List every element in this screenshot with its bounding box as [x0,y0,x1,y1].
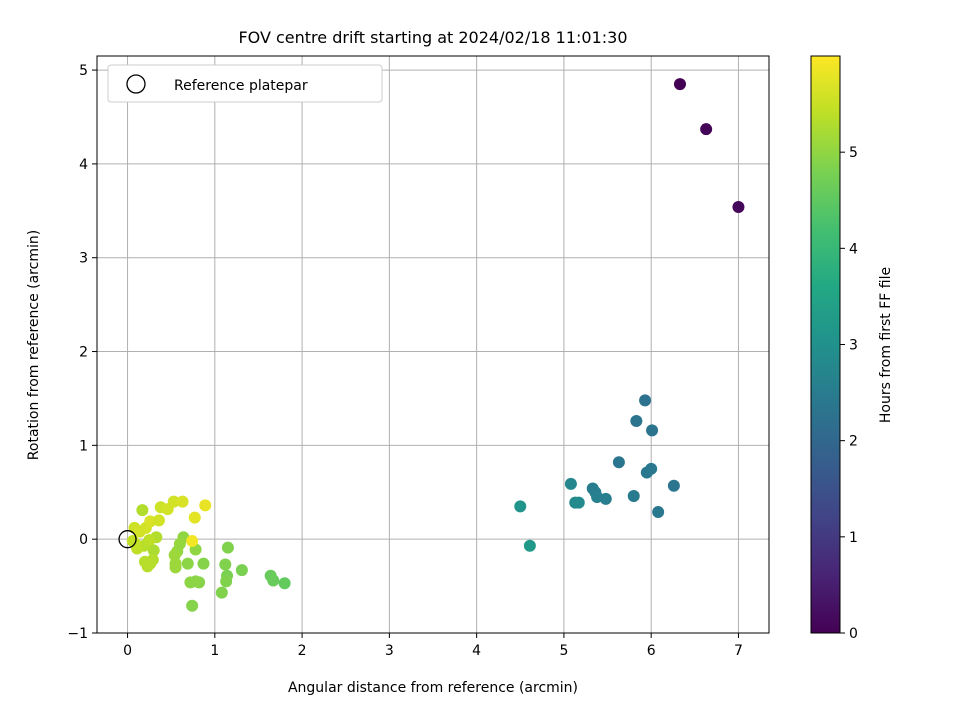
y-tick-label: 1 [79,438,88,454]
data-point [220,575,233,588]
reference-platepar-marker [118,530,137,549]
data-point [572,496,585,509]
colorbar-label: Hours from first FF file [878,267,894,423]
y-tick-label: 3 [79,251,88,267]
data-point [639,394,652,407]
data-point [186,535,199,548]
legend-box [107,64,383,103]
x-axis-label: Angular distance from reference (arcmin) [288,680,578,696]
grid [97,56,769,634]
data-point [627,490,640,503]
legend-marker-reference [126,74,146,94]
data-point [215,586,228,599]
y-tick-label: 2 [79,345,88,361]
data-point [167,495,180,508]
data-point [186,599,199,612]
data-point [523,539,536,552]
axis-ticks: 0 1 2 3 4 5 6 7 −1 0 1 2 3 4 5 [67,63,743,659]
data-point [147,544,160,557]
data-point [640,466,653,479]
legend: Reference platepar [107,64,383,103]
data-point [673,78,686,91]
data-point [199,499,212,512]
data-point [169,561,182,574]
data-point [176,495,189,508]
y-tick-label: 4 [79,157,88,173]
x-tick-label: 0 [123,643,132,659]
chart-title: FOV centre drift starting at 2024/02/18 … [238,28,627,47]
data-point [219,558,232,571]
data-point [278,577,291,590]
data-point [184,576,197,589]
data-point [732,201,745,214]
data-point [599,492,612,505]
data-point [143,534,156,547]
data-point [264,569,277,582]
x-tick-label: 4 [472,643,481,659]
colorbar-tick-label: 0 [849,626,858,642]
y-tick-label: 5 [79,63,88,79]
y-tick-label: −1 [67,626,88,642]
colorbar-ticks: 0 1 2 3 4 5 [840,145,858,642]
data-point [139,555,151,568]
data-point [514,500,527,513]
data-point [652,505,665,518]
x-tick-label: 3 [385,643,394,659]
data-point [181,557,194,570]
colorbar-tick-label: 3 [849,338,858,354]
colorbar-tick-label: 2 [849,434,858,450]
colorbar-tick-label: 5 [849,145,858,161]
plot-frame [96,55,770,634]
data-point [235,564,248,577]
data-point [564,477,577,490]
data-point [136,504,149,517]
x-tick-label: 7 [734,643,743,659]
data-points [118,78,745,612]
y-axis-label: Rotation from reference (arcmin) [26,230,42,460]
x-tick-label: 2 [298,643,307,659]
data-point [667,479,680,492]
x-tick-label: 6 [647,643,656,659]
colorbar-gradient [810,55,841,634]
legend-entry-reference: Reference platepar [174,78,308,94]
data-point [646,424,659,437]
data-point [144,515,157,528]
data-point [612,456,625,469]
data-point [630,414,643,427]
data-point [152,514,165,527]
colorbar-tick-label: 1 [849,530,858,546]
data-point [188,511,201,524]
colorbar-tick-label: 4 [849,241,858,257]
x-tick-label: 1 [210,643,219,659]
data-point [197,557,210,570]
y-tick-label: 0 [79,532,88,548]
colorbar: 0 1 2 3 4 5 Hours from first FF file [810,55,894,642]
x-tick-label: 5 [559,643,568,659]
data-point [221,541,234,554]
data-point [700,123,713,136]
